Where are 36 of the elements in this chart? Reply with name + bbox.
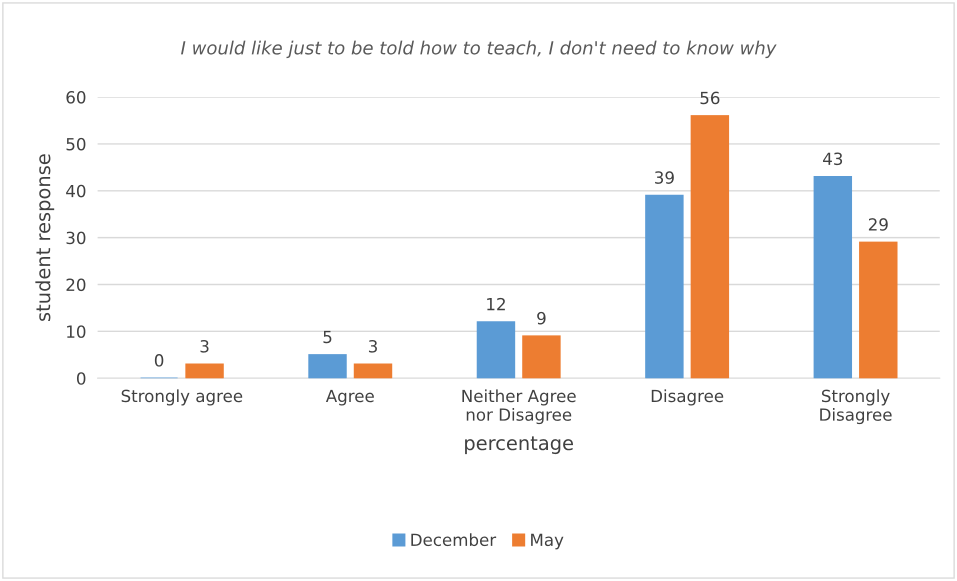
x-tick-label: Agree — [326, 390, 374, 406]
y-tick-label: 40 — [66, 184, 86, 198]
data-label: 9 — [537, 312, 546, 324]
bar — [859, 242, 898, 378]
x-tick-label: Strongly agree — [122, 389, 242, 406]
data-label: 29 — [868, 218, 888, 231]
y-tick-label: 60 — [66, 90, 86, 104]
data-label: 3 — [200, 340, 209, 353]
legend-label: May — [531, 534, 564, 550]
y-tick-label: 10 — [67, 325, 86, 338]
bar — [814, 176, 852, 378]
bar — [690, 115, 730, 378]
data-label: 43 — [823, 152, 842, 166]
data-label: 39 — [655, 171, 674, 184]
data-label: 5 — [324, 330, 332, 344]
legend-label: December — [411, 533, 496, 546]
data-label: 56 — [700, 92, 720, 104]
y-axis-title: student response — [35, 154, 54, 321]
y-tick-label: 50 — [66, 138, 86, 150]
bar — [645, 194, 684, 378]
x-tick-label: Disagree — [652, 389, 724, 406]
bar — [476, 321, 516, 378]
data-label: 0 — [154, 354, 164, 367]
chart-title: I would like just to be told how to teach, I don't need to know why — [181, 40, 777, 58]
y-tick-label: 0 — [77, 372, 86, 385]
x-tick-label: Strongly Disagree — [820, 389, 892, 424]
data-label: 3 — [368, 340, 377, 353]
y-tick-label: 30 — [66, 232, 86, 244]
y-tick-label: 20 — [66, 278, 86, 292]
bar — [354, 363, 392, 378]
bar — [185, 363, 224, 378]
data-label: 12 — [487, 298, 505, 310]
x-axis-title: percentage — [465, 436, 573, 454]
x-tick-label: Neither Agree nor Disagree — [462, 389, 576, 424]
bar — [308, 354, 347, 378]
bar — [522, 335, 561, 378]
